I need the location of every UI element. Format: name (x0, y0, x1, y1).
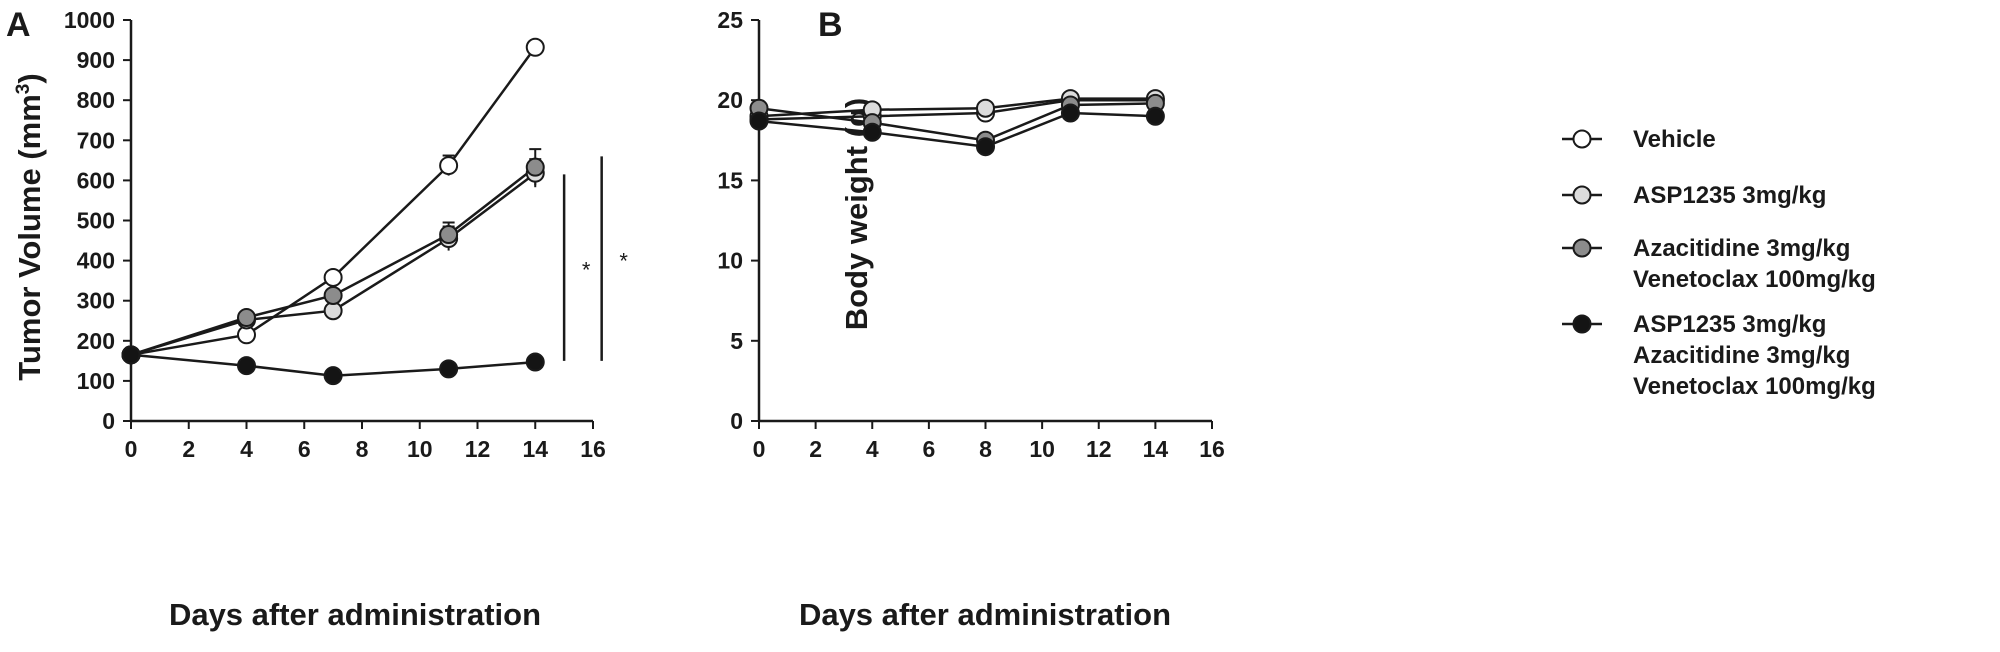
panel-letter-b: B (818, 6, 843, 44)
series-line-2 (130, 172, 537, 356)
x-tick-label: 2 (182, 436, 195, 462)
x-tick-label: 12 (465, 436, 491, 462)
legend-marker-4 (1572, 314, 1592, 334)
data-point-series-3 (237, 308, 256, 328)
body-weight-panel: B Days after administration Body weight … (717, 6, 1224, 632)
x-tick-label: 12 (1086, 436, 1112, 462)
x-tick-label: 0 (125, 436, 138, 462)
x-tick-label: 4 (866, 436, 879, 462)
legend-label-3: Venetoclax 100mg/kg (1633, 266, 1876, 293)
legend-label-4: Azacitidine 3mg/kg (1633, 342, 1850, 369)
y-tick-label: 800 (77, 87, 115, 113)
legend: Vehicle ASP1235 3mg/kg Azacitidine 3mg/kg V… (1562, 126, 1876, 400)
y-tick-label: 900 (77, 47, 115, 73)
tumor-volume-panel: A Days after administration Tumor Volume… (6, 6, 628, 632)
x-tick-label: 8 (979, 436, 992, 462)
data-point-series-2 (976, 98, 995, 118)
legend-label-4: ASP1235 3mg/kg (1633, 311, 1826, 338)
x-tick-label: 10 (407, 436, 433, 462)
x-axis-title: Days after administration (169, 597, 541, 632)
y-tick-label: 200 (77, 328, 115, 354)
x-tick-label: 8 (356, 436, 369, 462)
y-tick-label: 20 (717, 87, 743, 113)
y-axis-title-main: Tumor Volume (mm (12, 94, 47, 380)
legend-label-1: Vehicle (1633, 126, 1716, 153)
series-line-3 (130, 166, 537, 356)
y-tick-label: 10 (717, 248, 743, 274)
x-tick-label: 6 (298, 436, 311, 462)
data-point-series-4 (1060, 103, 1080, 123)
legend-label-2: ASP1235 3mg/kg (1633, 182, 1826, 209)
series-group (749, 89, 1165, 157)
x-tick-label: 10 (1029, 436, 1055, 462)
x-tick-label: 4 (240, 436, 253, 462)
series-group (121, 37, 545, 386)
legend-label-3: Azacitidine 3mg/kg (1633, 235, 1850, 262)
data-point-series-1 (525, 37, 545, 57)
y-tick-label: 700 (77, 127, 115, 153)
y-tick-label: 100 (77, 368, 115, 394)
data-point-series-3 (439, 225, 459, 245)
data-point-series-4 (976, 137, 995, 157)
x-tick-label: 16 (1199, 436, 1225, 462)
y-axis-title-end: ) (12, 73, 47, 83)
y-tick-label: 0 (730, 408, 743, 434)
legend-marker-3 (1572, 238, 1592, 258)
x-tick-label: 14 (1143, 436, 1169, 462)
y-tick-label: 400 (77, 248, 115, 274)
panel-letter-a: A (6, 6, 31, 44)
y-axis-title-sup: 3 (13, 84, 34, 95)
x-tick-label: 6 (922, 436, 935, 462)
data-point-series-3 (323, 285, 343, 305)
significance-label: * (619, 249, 628, 274)
data-point-series-4 (862, 122, 882, 142)
data-point-series-4 (1145, 106, 1165, 126)
data-point-series-3 (525, 157, 545, 177)
y-tick-label: 25 (717, 7, 743, 33)
y-tick-label: 0 (102, 408, 115, 434)
y-tick-label: 500 (77, 208, 115, 234)
y-axis-title: Tumor Volume (mm3) (12, 73, 47, 380)
x-tick-label: 14 (522, 436, 548, 462)
legend-marker-2 (1572, 185, 1592, 205)
y-tick-label: 300 (77, 288, 115, 314)
legend-marker-1 (1572, 129, 1592, 149)
significance-label: * (582, 258, 591, 283)
x-tick-label: 0 (753, 436, 766, 462)
data-point-series-1 (323, 267, 343, 287)
y-tick-label: 1000 (64, 7, 115, 33)
y-tick-label: 15 (717, 167, 743, 193)
x-tick-label: 2 (809, 436, 822, 462)
x-axis-title: Days after administration (799, 597, 1171, 632)
y-tick-label: 600 (77, 167, 115, 193)
y-tick-label: 5 (730, 328, 743, 354)
data-point-series-4 (237, 356, 256, 376)
legend-label-4: Venetoclax 100mg/kg (1633, 373, 1876, 400)
data-point-series-1 (439, 156, 459, 176)
data-point-series-4 (121, 345, 141, 365)
x-tick-label: 16 (580, 436, 606, 462)
data-point-series-4 (323, 366, 343, 386)
data-point-series-4 (749, 111, 769, 131)
data-point-series-4 (439, 359, 459, 379)
data-point-series-4 (525, 352, 545, 372)
